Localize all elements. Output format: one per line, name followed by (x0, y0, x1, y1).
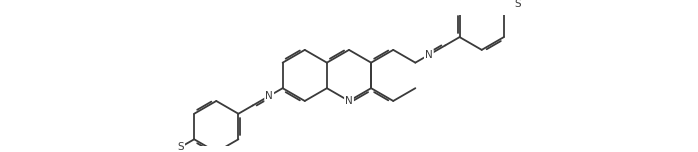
Text: S: S (177, 142, 184, 152)
Text: N: N (345, 96, 353, 106)
Text: N: N (265, 91, 273, 101)
Text: S: S (514, 0, 521, 9)
Text: N: N (425, 50, 433, 60)
